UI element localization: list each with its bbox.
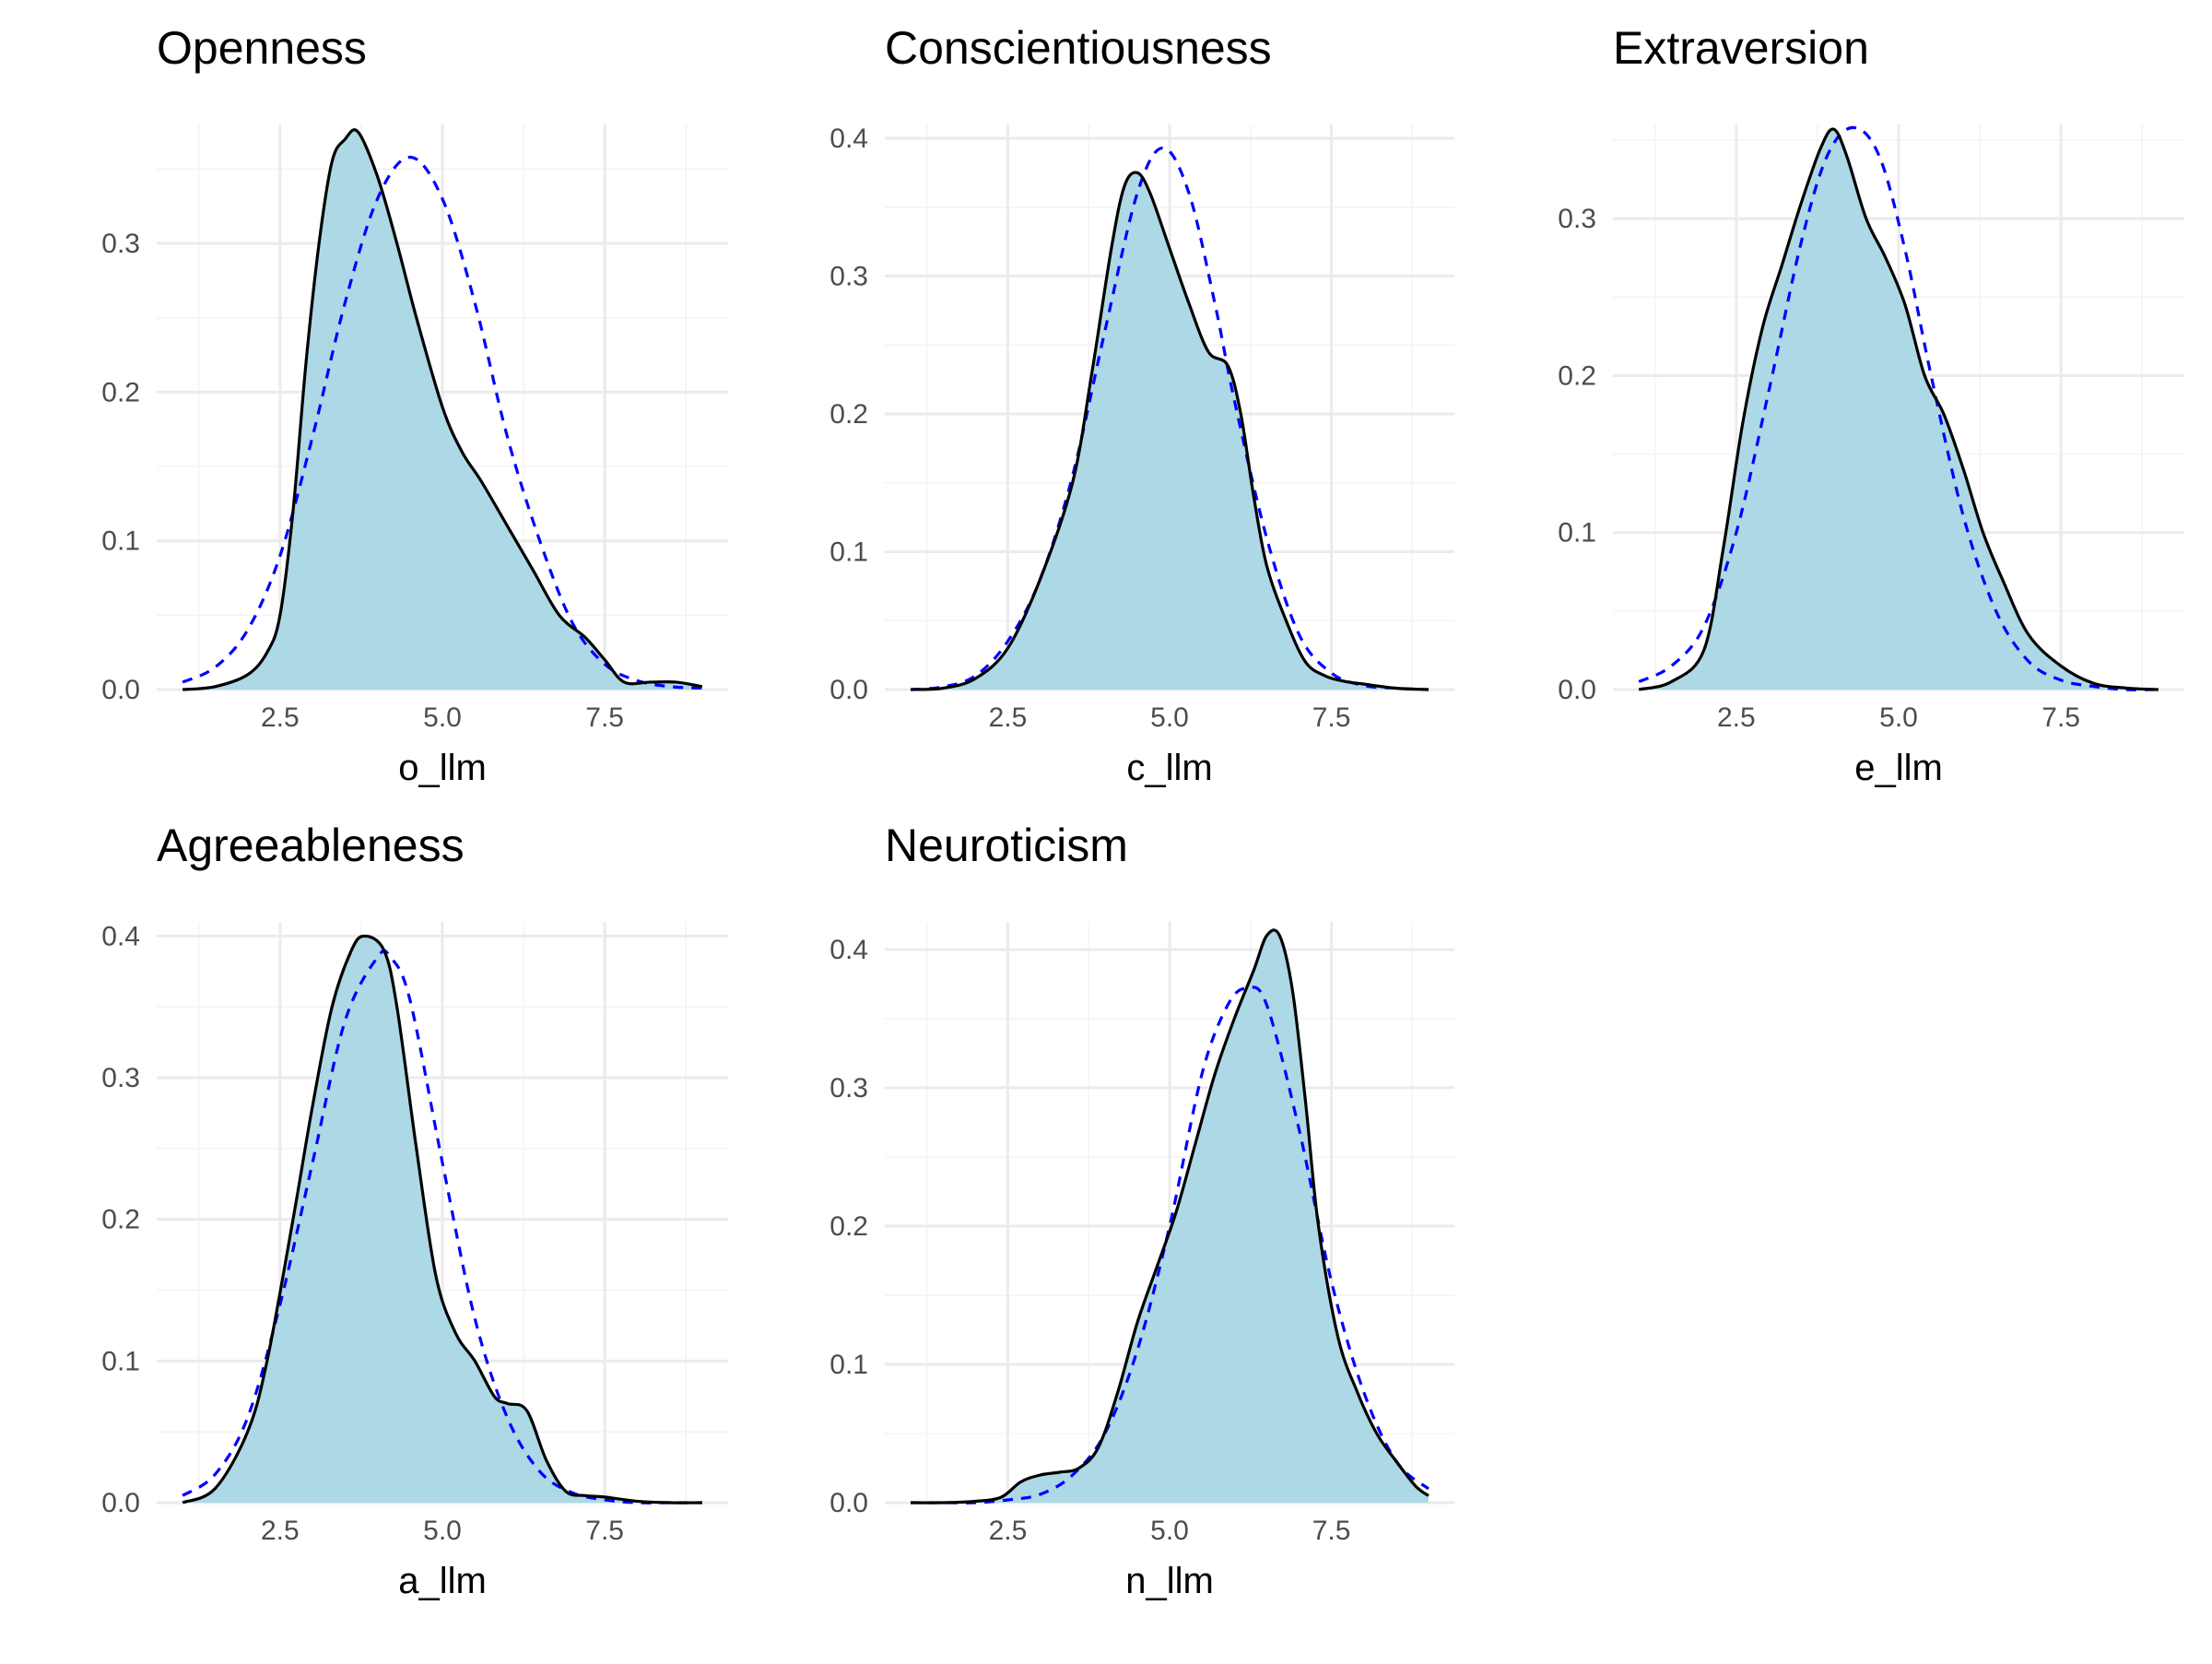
x-tick-label: 7.5 [1312, 702, 1351, 733]
x-axis-label: c_llm [1126, 748, 1212, 788]
x-tick-label: 5.0 [423, 702, 462, 733]
x-tick-label: 5.0 [1150, 1516, 1189, 1546]
x-axis-label: o_llm [398, 748, 487, 788]
panel-5: 2.5 5.0 7.5 0.0 0.1 0.2 0.3 0.4 n_llm Neuroticism [830, 820, 1454, 1601]
normal-curve [182, 155, 702, 690]
x-tick-label: 7.5 [585, 702, 624, 733]
y-tick-label: 0.2 [101, 377, 140, 407]
x-tick-label: 5.0 [1150, 702, 1189, 733]
panel-1: 2.5 5.0 7.5 0.0 0.1 0.2 0.3 o_llm Openness [101, 22, 728, 788]
normal-curve [1638, 125, 2159, 691]
density-area [182, 936, 702, 1504]
panel-3: 2.5 5.0 7.5 0.0 0.1 0.2 0.3 e_llm Extraversion [1558, 22, 2184, 788]
y-tick-label: 0.0 [830, 1488, 868, 1518]
density-area [1639, 128, 2159, 690]
panel-title: Agreeableness [157, 820, 465, 871]
y-tick-label: 0.1 [101, 1346, 140, 1376]
y-tick-label: 0.0 [101, 1488, 140, 1518]
y-tick-label: 0.2 [830, 399, 868, 430]
y-tick-label: 0.0 [101, 675, 140, 705]
panel-title: Neuroticism [885, 820, 1128, 871]
panel-title: Extraversion [1613, 22, 1869, 74]
panel-title: Conscientiousness [885, 22, 1272, 74]
x-axis-label: n_llm [1125, 1561, 1214, 1601]
x-tick-label: 7.5 [585, 1516, 624, 1546]
y-tick-label: 0.1 [101, 526, 140, 557]
panel-title: Openness [157, 22, 367, 74]
density-curve [1638, 127, 2159, 691]
density-curve [911, 171, 1429, 691]
y-tick-label: 0.3 [830, 1073, 868, 1103]
panel-2: 2.5 5.0 7.5 0.0 0.1 0.2 0.3 0.4 c_llm Conscientio… [830, 22, 1454, 788]
density-curve [911, 928, 1430, 1505]
y-tick-label: 0.1 [1558, 518, 1596, 549]
x-tick-label: 7.5 [1312, 1516, 1351, 1546]
y-tick-label: 0.4 [101, 921, 140, 951]
x-tick-label: 2.5 [261, 1516, 300, 1546]
x-tick-label: 2.5 [989, 1516, 1028, 1546]
x-tick-label: 2.5 [261, 702, 300, 733]
x-tick-label: 2.5 [1717, 702, 1756, 733]
x-axis-label: e_llm [1854, 748, 1943, 788]
y-tick-label: 0.3 [101, 229, 140, 259]
density-curve [182, 934, 702, 1505]
density-area [911, 172, 1429, 690]
y-tick-label: 0.1 [830, 537, 868, 567]
y-tick-label: 0.1 [830, 1350, 868, 1380]
x-axis-label: a_llm [398, 1561, 487, 1601]
y-tick-label: 0.3 [830, 261, 868, 291]
normal-curve [182, 949, 702, 1505]
y-tick-label: 0.3 [1558, 204, 1596, 234]
x-tick-label: 7.5 [2041, 702, 2080, 733]
y-tick-label: 0.4 [830, 124, 868, 154]
y-tick-label: 0.4 [830, 935, 868, 965]
x-tick-label: 5.0 [1879, 702, 1918, 733]
normal-curve [910, 146, 1429, 691]
y-tick-label: 0.2 [101, 1205, 140, 1235]
x-tick-label: 2.5 [989, 702, 1028, 733]
y-tick-label: 0.2 [1558, 360, 1596, 391]
normal-curve [911, 985, 1430, 1505]
y-tick-label: 0.0 [1558, 675, 1596, 705]
y-tick-label: 0.3 [101, 1063, 140, 1093]
density-curve [182, 128, 703, 691]
y-tick-label: 0.2 [830, 1211, 868, 1242]
density-area [911, 929, 1429, 1504]
y-tick-label: 0.0 [830, 675, 868, 705]
x-tick-label: 5.0 [423, 1516, 462, 1546]
panel-4: 2.5 5.0 7.5 0.0 0.1 0.2 0.3 0.4 a_llm Agreeablene… [101, 820, 728, 1601]
